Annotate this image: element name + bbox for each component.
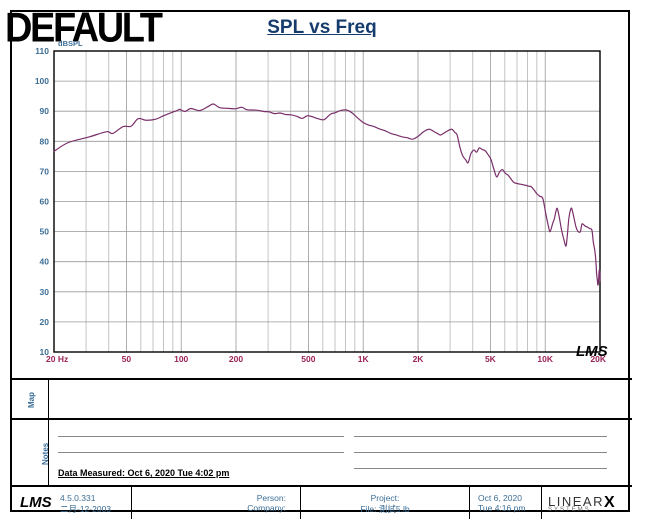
svg-text:70: 70 — [40, 166, 50, 176]
svg-text:2K: 2K — [413, 354, 425, 364]
svg-text:20 Hz: 20 Hz — [46, 354, 68, 364]
svg-text:100: 100 — [35, 76, 49, 86]
svg-text:1K: 1K — [358, 354, 370, 364]
svg-text:40: 40 — [40, 257, 50, 267]
svg-text:100: 100 — [174, 354, 188, 364]
svg-text:60: 60 — [40, 197, 50, 207]
svg-text:10: 10 — [40, 347, 50, 357]
svg-text:10K: 10K — [537, 354, 553, 364]
svg-text:200: 200 — [229, 354, 243, 364]
svg-text:90: 90 — [40, 106, 50, 116]
svg-text:dBSPL: dBSPL — [58, 39, 83, 48]
svg-text:500: 500 — [301, 354, 315, 364]
svg-text:110: 110 — [35, 46, 49, 56]
svg-text:50: 50 — [122, 354, 132, 364]
svg-text:80: 80 — [40, 136, 50, 146]
svg-text:30: 30 — [40, 287, 50, 297]
svg-text:5K: 5K — [485, 354, 497, 364]
svg-text:LMS: LMS — [576, 343, 608, 360]
svg-text:50: 50 — [40, 227, 50, 237]
svg-text:20: 20 — [40, 317, 50, 327]
